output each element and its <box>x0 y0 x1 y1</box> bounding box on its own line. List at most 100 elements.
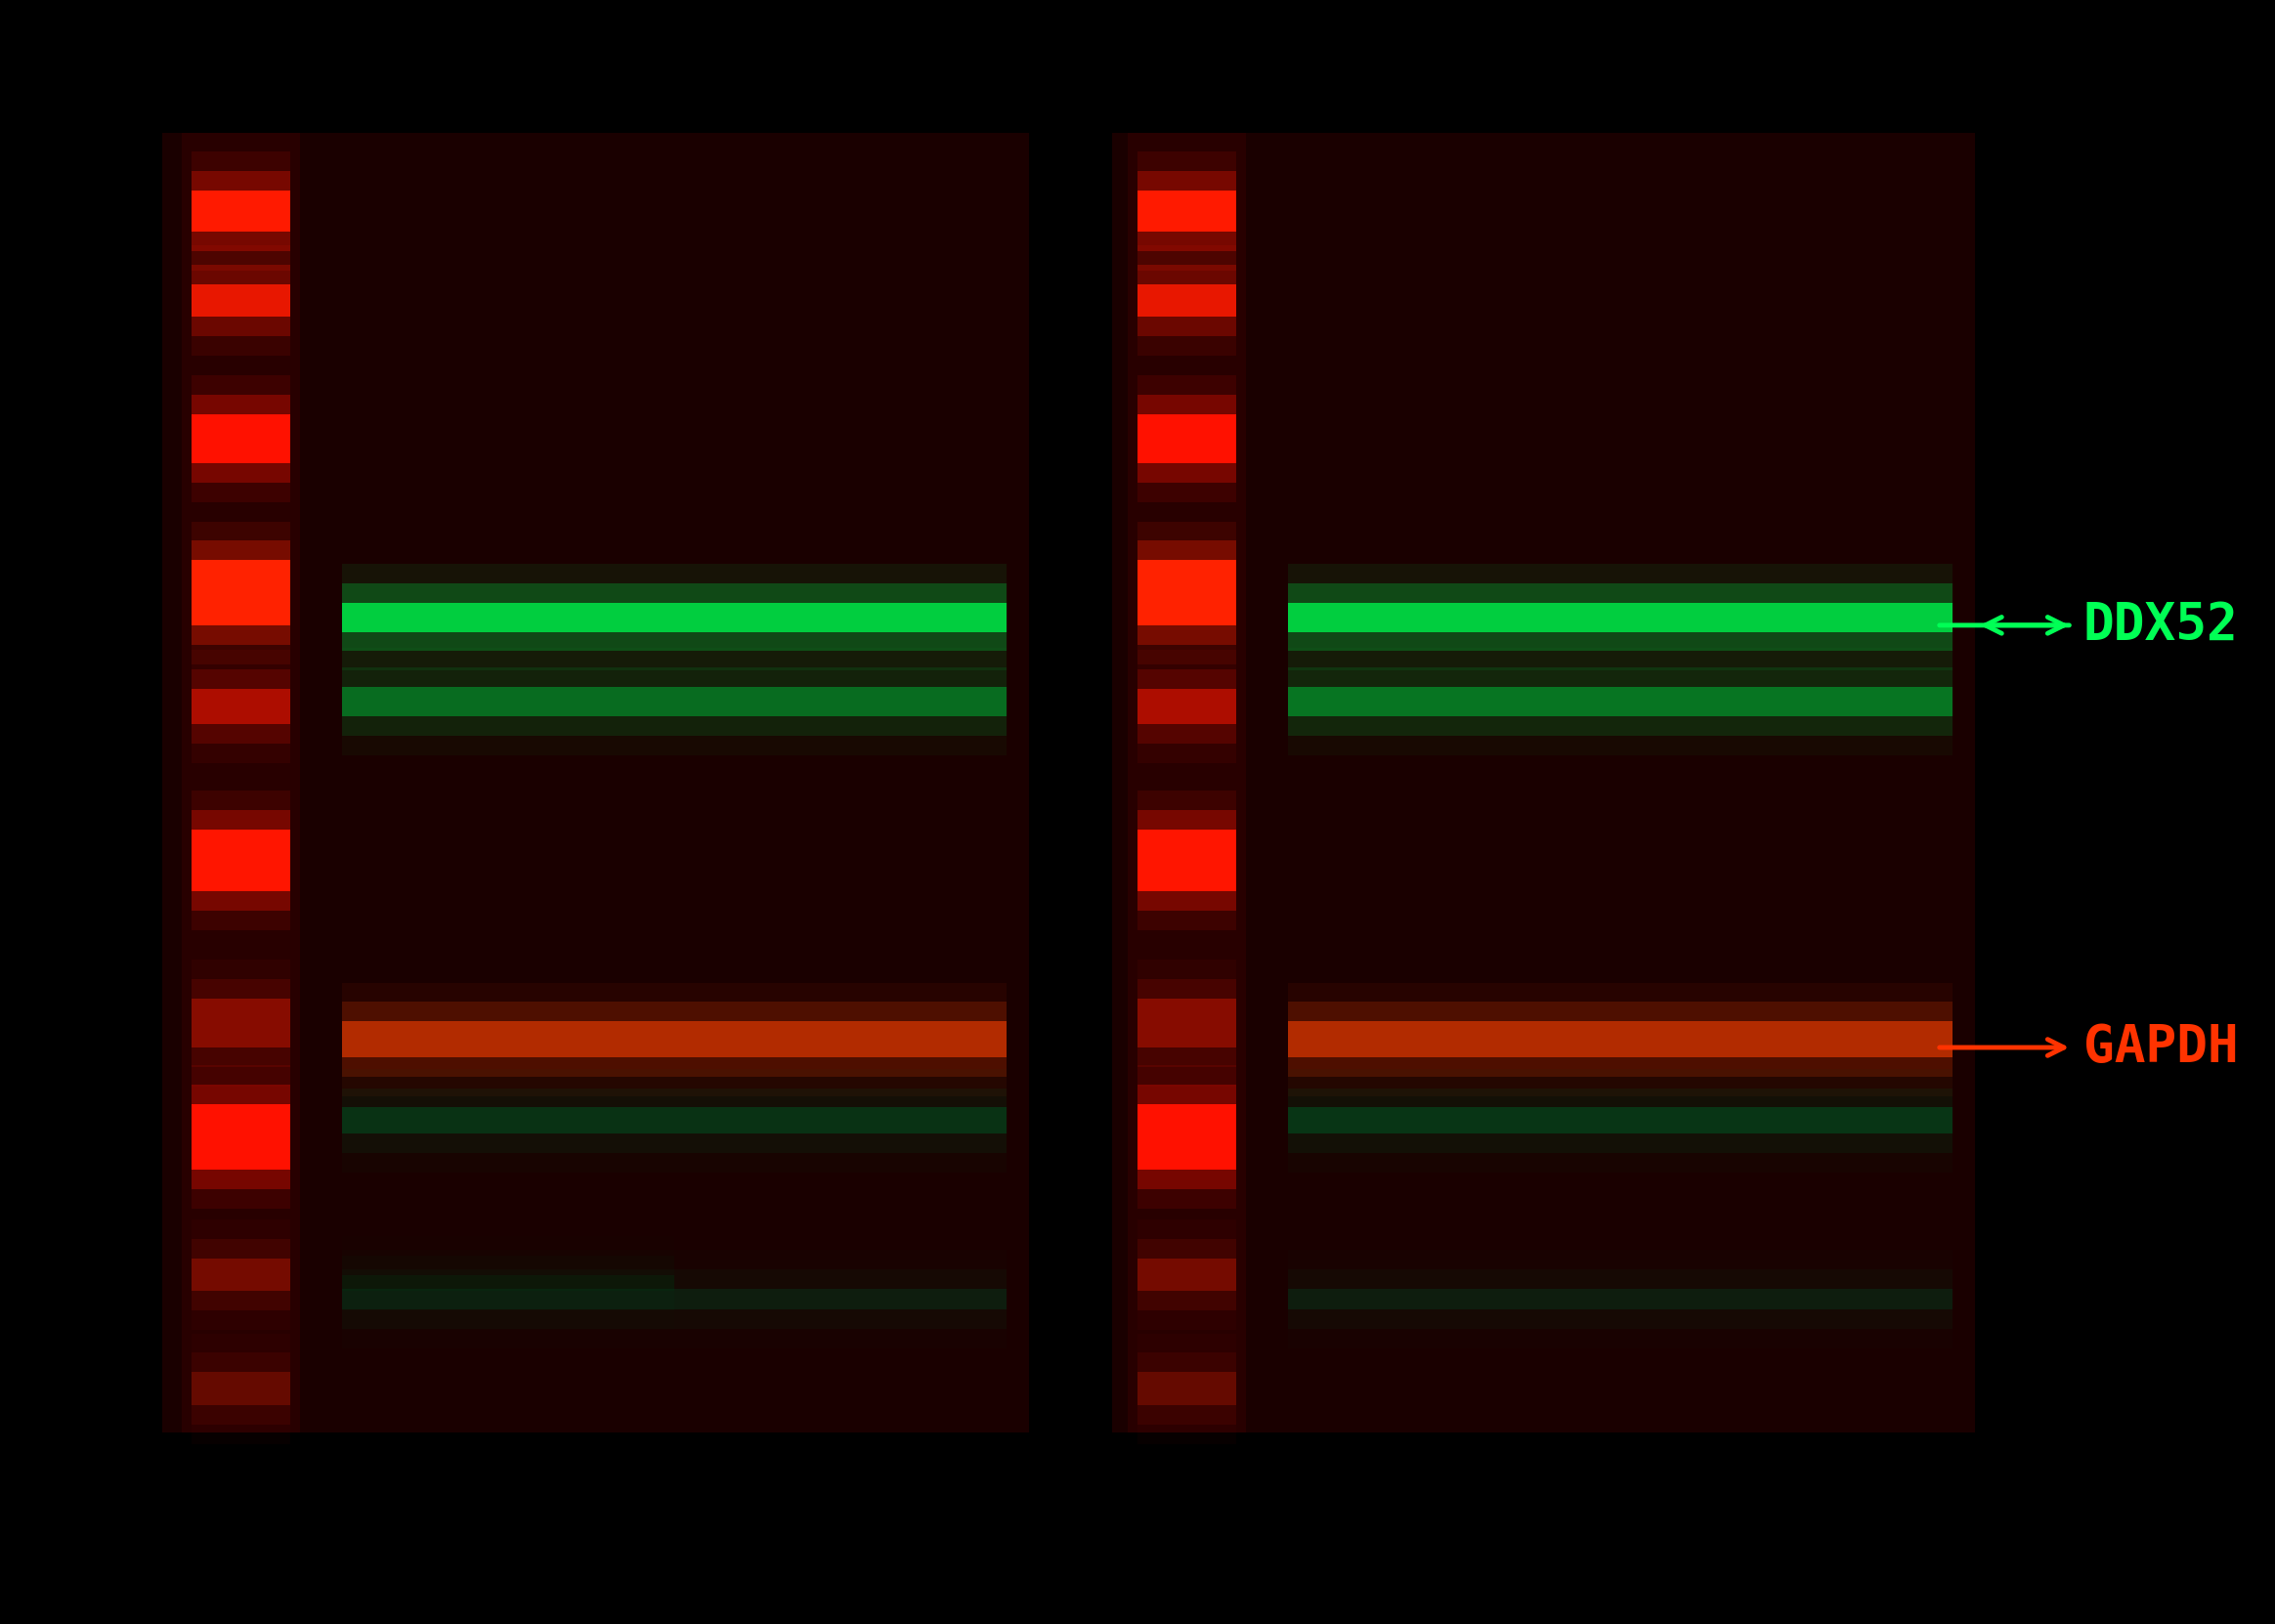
Bar <box>1288 1069 1952 1173</box>
Bar <box>109 133 162 1432</box>
Bar <box>191 1065 291 1208</box>
Bar <box>1288 1108 1952 1134</box>
Bar <box>1138 1333 1235 1444</box>
Bar <box>1138 830 1235 892</box>
Bar <box>191 541 291 645</box>
Bar <box>341 1255 673 1311</box>
Bar <box>1138 669 1235 744</box>
Bar <box>191 791 291 931</box>
Bar <box>341 1108 1008 1134</box>
Bar <box>341 687 1008 716</box>
Bar <box>1138 1353 1235 1424</box>
Bar <box>1138 521 1235 664</box>
Bar <box>191 960 291 1086</box>
Bar <box>1138 791 1235 931</box>
Bar <box>191 669 291 744</box>
Bar <box>191 171 291 250</box>
Bar <box>191 1085 291 1189</box>
Bar <box>162 1432 1074 1554</box>
Bar <box>1138 192 1235 231</box>
Bar <box>191 284 291 317</box>
Bar <box>1288 1002 1952 1077</box>
Bar <box>1288 667 1952 736</box>
Bar <box>341 648 1008 755</box>
Bar <box>1108 1432 1975 1554</box>
Bar <box>341 603 1008 632</box>
Bar <box>1138 1220 1235 1330</box>
Bar <box>1288 687 1952 716</box>
Bar <box>1288 1250 1952 1348</box>
Bar <box>191 245 291 356</box>
Bar <box>1288 583 1952 651</box>
Bar <box>1138 375 1235 502</box>
Bar <box>191 1353 291 1424</box>
Bar <box>341 1275 673 1291</box>
Bar <box>341 1236 673 1330</box>
Bar <box>182 133 300 1432</box>
Bar <box>191 1239 291 1311</box>
Bar <box>341 983 1008 1096</box>
Bar <box>1138 810 1235 911</box>
Bar <box>191 1333 291 1444</box>
Bar <box>1138 284 1235 317</box>
Bar <box>341 1021 1008 1057</box>
Bar <box>191 650 291 763</box>
Bar <box>1138 265 1235 336</box>
Bar <box>1288 648 1952 755</box>
Bar <box>1138 560 1235 625</box>
Bar <box>191 830 291 892</box>
Bar <box>1288 564 1952 671</box>
Bar <box>1138 1104 1235 1169</box>
Bar <box>1138 171 1235 250</box>
Bar <box>191 151 291 270</box>
Bar <box>1288 983 1952 1096</box>
Bar <box>191 395 291 482</box>
Bar <box>1138 960 1235 1086</box>
Bar <box>191 265 291 336</box>
Bar <box>1138 395 1235 482</box>
Bar <box>1138 1065 1235 1208</box>
Text: DDX52: DDX52 <box>2084 599 2239 651</box>
Bar <box>341 1088 1008 1153</box>
Bar <box>191 560 291 625</box>
Bar <box>1108 133 1975 1432</box>
Bar <box>1035 133 1112 1432</box>
Bar <box>1288 1289 1952 1311</box>
Bar <box>191 999 291 1047</box>
Bar <box>341 1250 1008 1348</box>
Bar <box>1288 1088 1952 1153</box>
Bar <box>162 133 1028 1432</box>
Bar <box>341 1270 1008 1328</box>
Bar <box>191 1259 291 1291</box>
Bar <box>1128 133 1247 1432</box>
Bar <box>109 65 2000 1624</box>
Bar <box>1138 151 1235 270</box>
Bar <box>1138 979 1235 1067</box>
Bar <box>1288 1021 1952 1057</box>
Bar <box>191 414 291 463</box>
Bar <box>1138 1259 1235 1291</box>
Bar <box>191 192 291 231</box>
Bar <box>1138 650 1235 763</box>
Bar <box>1138 541 1235 645</box>
Bar <box>191 1104 291 1169</box>
Bar <box>191 1372 291 1405</box>
Bar <box>341 667 1008 736</box>
Bar <box>1138 1239 1235 1311</box>
Bar <box>1138 1085 1235 1189</box>
Bar <box>191 375 291 502</box>
Bar <box>1288 1270 1952 1328</box>
Bar <box>1138 689 1235 724</box>
Bar <box>1936 65 2252 682</box>
Bar <box>191 1220 291 1330</box>
Bar <box>1138 245 1235 356</box>
Text: GAPDH: GAPDH <box>2084 1021 2239 1073</box>
Bar <box>341 583 1008 651</box>
Bar <box>162 65 1975 133</box>
Bar <box>341 1289 1008 1311</box>
Bar <box>191 689 291 724</box>
Bar <box>341 1002 1008 1077</box>
Bar <box>341 1069 1008 1173</box>
Bar <box>1138 1372 1235 1405</box>
Bar <box>1138 414 1235 463</box>
